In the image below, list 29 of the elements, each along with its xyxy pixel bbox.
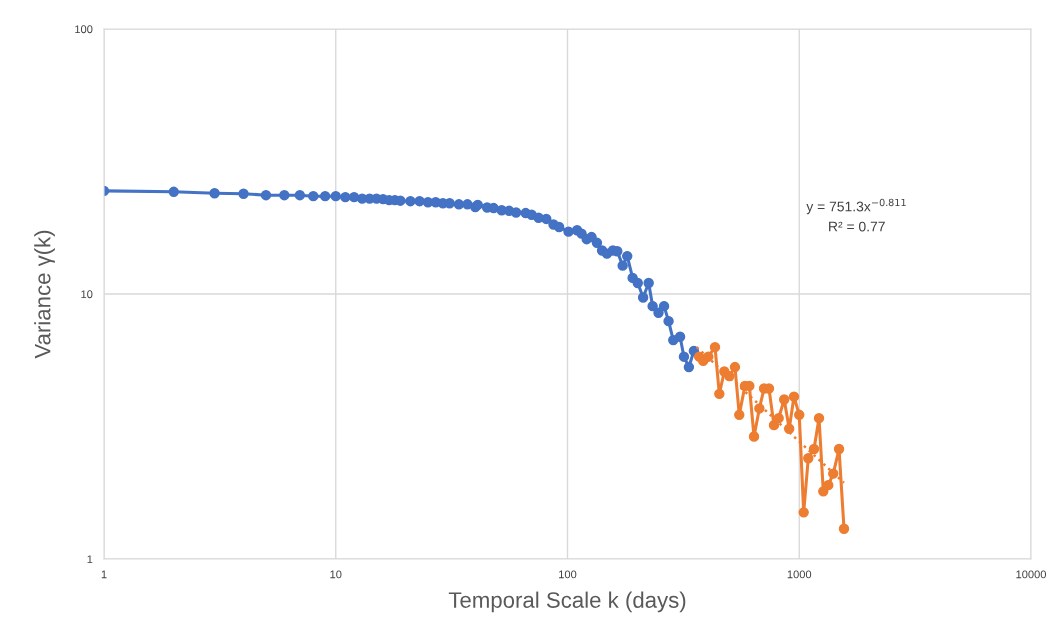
point — [808, 443, 820, 455]
annotation: R² = 0.77 — [829, 221, 885, 232]
point — [788, 391, 800, 402]
point — [798, 507, 809, 518]
y-tick-label: 10 — [81, 290, 93, 299]
point — [748, 431, 760, 442]
annotation: y = 751.3x$^{−0.811}$ — [806, 198, 906, 215]
y-tick-label: 1 — [87, 555, 93, 564]
point — [838, 523, 850, 535]
point — [714, 388, 725, 400]
point — [833, 443, 845, 455]
y-axis-title: Variance γ(k) — [34, 230, 55, 359]
x-tick-label: 10000 — [1016, 570, 1047, 579]
point — [768, 419, 780, 431]
point — [794, 409, 805, 421]
point — [813, 412, 825, 424]
point — [773, 412, 784, 424]
point — [734, 409, 745, 421]
point — [778, 394, 790, 405]
x-tick-label: 10 — [330, 570, 342, 579]
point — [803, 453, 814, 464]
x-axis-title: Temporal Scale k (days) — [448, 591, 686, 613]
point — [729, 361, 741, 373]
y-tick-label: 100 — [75, 25, 93, 34]
x-tick-label: 100 — [559, 570, 577, 579]
x-tick-label: 1 — [101, 570, 107, 579]
point — [709, 341, 721, 353]
x-tick-label: 1000 — [787, 570, 812, 579]
point — [823, 479, 834, 491]
